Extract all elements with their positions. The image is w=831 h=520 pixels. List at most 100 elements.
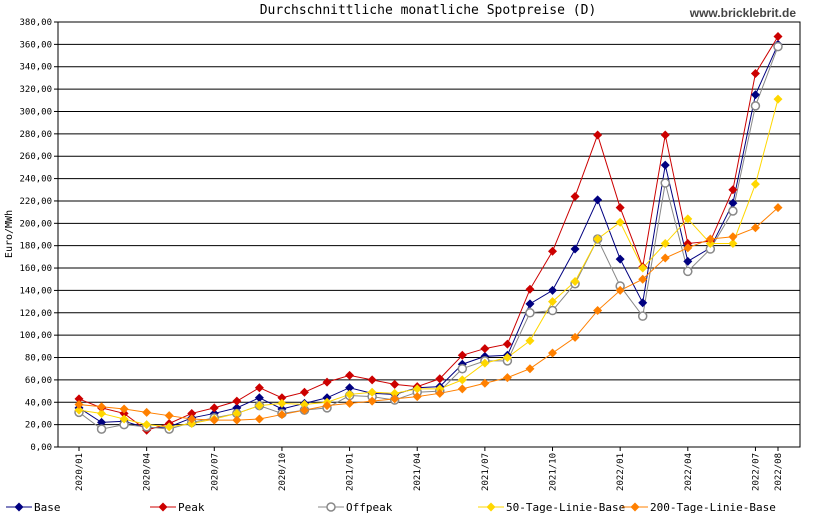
data-point <box>615 203 625 213</box>
series-line <box>78 44 779 429</box>
data-point <box>74 405 84 415</box>
data-point <box>570 191 580 201</box>
y-tick-label: 360,00 <box>19 40 52 50</box>
data-point <box>232 415 242 425</box>
legend-label: Base <box>34 501 61 514</box>
data-point <box>322 401 332 411</box>
data-point <box>593 306 603 316</box>
data-point <box>254 393 264 403</box>
x-tick-label: 2020/01 <box>75 453 85 491</box>
data-point <box>570 276 580 286</box>
data-point <box>412 384 422 394</box>
data-point <box>119 414 129 424</box>
data-point <box>615 254 625 264</box>
data-point <box>773 203 783 213</box>
data-point <box>502 353 512 363</box>
data-point <box>525 364 535 374</box>
data-point <box>773 41 783 52</box>
legend-marker <box>326 502 336 512</box>
data-point <box>390 394 400 404</box>
data-point <box>187 408 197 418</box>
data-point <box>142 407 152 417</box>
data-point <box>660 238 670 248</box>
x-tick-label: 2020/10 <box>278 453 288 491</box>
data-point <box>299 387 309 397</box>
data-point <box>773 94 783 104</box>
data-point <box>547 305 558 316</box>
data-point <box>457 363 468 374</box>
y-tick-label: 180,00 <box>19 242 52 252</box>
data-point <box>548 348 558 358</box>
data-point <box>164 411 174 421</box>
data-point <box>345 370 355 380</box>
data-point <box>142 420 152 430</box>
data-point <box>480 344 490 354</box>
data-point <box>435 388 445 398</box>
y-axis-label: Euro/MWh <box>4 210 15 258</box>
data-point <box>480 378 490 388</box>
data-point <box>548 285 558 295</box>
data-point <box>164 422 174 432</box>
data-point <box>97 417 107 427</box>
data-point <box>570 244 580 254</box>
y-tick-label: 140,00 <box>19 286 52 296</box>
data-point <box>593 195 603 205</box>
data-point <box>367 387 377 397</box>
data-point <box>209 403 219 413</box>
data-point <box>750 90 760 100</box>
data-point <box>615 285 625 295</box>
legend-label: Peak <box>178 501 205 514</box>
x-tick-label: 2021/10 <box>549 453 559 491</box>
x-tick-label: 2021/07 <box>481 453 491 491</box>
data-point <box>683 256 693 266</box>
x-tick-label: 2020/07 <box>210 453 220 491</box>
data-point <box>728 232 738 242</box>
data-point <box>638 263 648 273</box>
data-point <box>74 394 84 404</box>
data-point <box>390 388 400 398</box>
data-point <box>638 298 648 308</box>
y-tick-label: 200,00 <box>19 219 52 229</box>
data-point <box>480 358 490 368</box>
data-point <box>187 414 197 424</box>
data-point <box>750 68 760 78</box>
data-point <box>683 266 693 277</box>
data-point <box>277 393 287 403</box>
data-point <box>502 373 512 383</box>
legend-marker <box>14 502 24 512</box>
data-point <box>96 424 107 434</box>
y-tick-label: 340,00 <box>19 63 52 73</box>
data-point <box>390 379 400 389</box>
data-point <box>525 284 535 294</box>
legend-label: 50-Tage-Linie-Base <box>506 501 625 514</box>
data-point <box>615 217 625 227</box>
data-point <box>525 308 535 318</box>
data-point <box>525 299 535 309</box>
data-point <box>660 178 671 188</box>
data-point <box>345 389 355 399</box>
y-tick-label: 220,00 <box>19 197 52 207</box>
y-tick-label: 160,00 <box>19 264 52 274</box>
data-point <box>705 234 715 244</box>
y-tick-label: 60,00 <box>25 376 52 386</box>
x-tick-label: 2022/01 <box>616 453 626 491</box>
data-point <box>548 297 558 307</box>
data-point <box>683 214 693 224</box>
x-tick-label: 2021/01 <box>346 453 356 491</box>
y-tick-label: 380,00 <box>19 18 52 28</box>
y-tick-label: 240,00 <box>19 175 52 185</box>
data-point <box>299 405 309 415</box>
data-point <box>232 408 242 418</box>
data-point <box>97 408 107 418</box>
y-tick-label: 80,00 <box>25 354 52 364</box>
chart-title: Durchschnittliche monatliche Spotpreise … <box>260 3 597 18</box>
data-point <box>457 375 467 385</box>
data-point <box>660 130 670 140</box>
data-point <box>683 243 693 253</box>
data-point <box>750 101 761 111</box>
data-point <box>660 253 670 263</box>
legend-label: Offpeak <box>346 501 393 514</box>
data-point <box>209 415 219 425</box>
data-point <box>254 414 264 424</box>
x-tick-label: 2022/04 <box>684 453 694 491</box>
